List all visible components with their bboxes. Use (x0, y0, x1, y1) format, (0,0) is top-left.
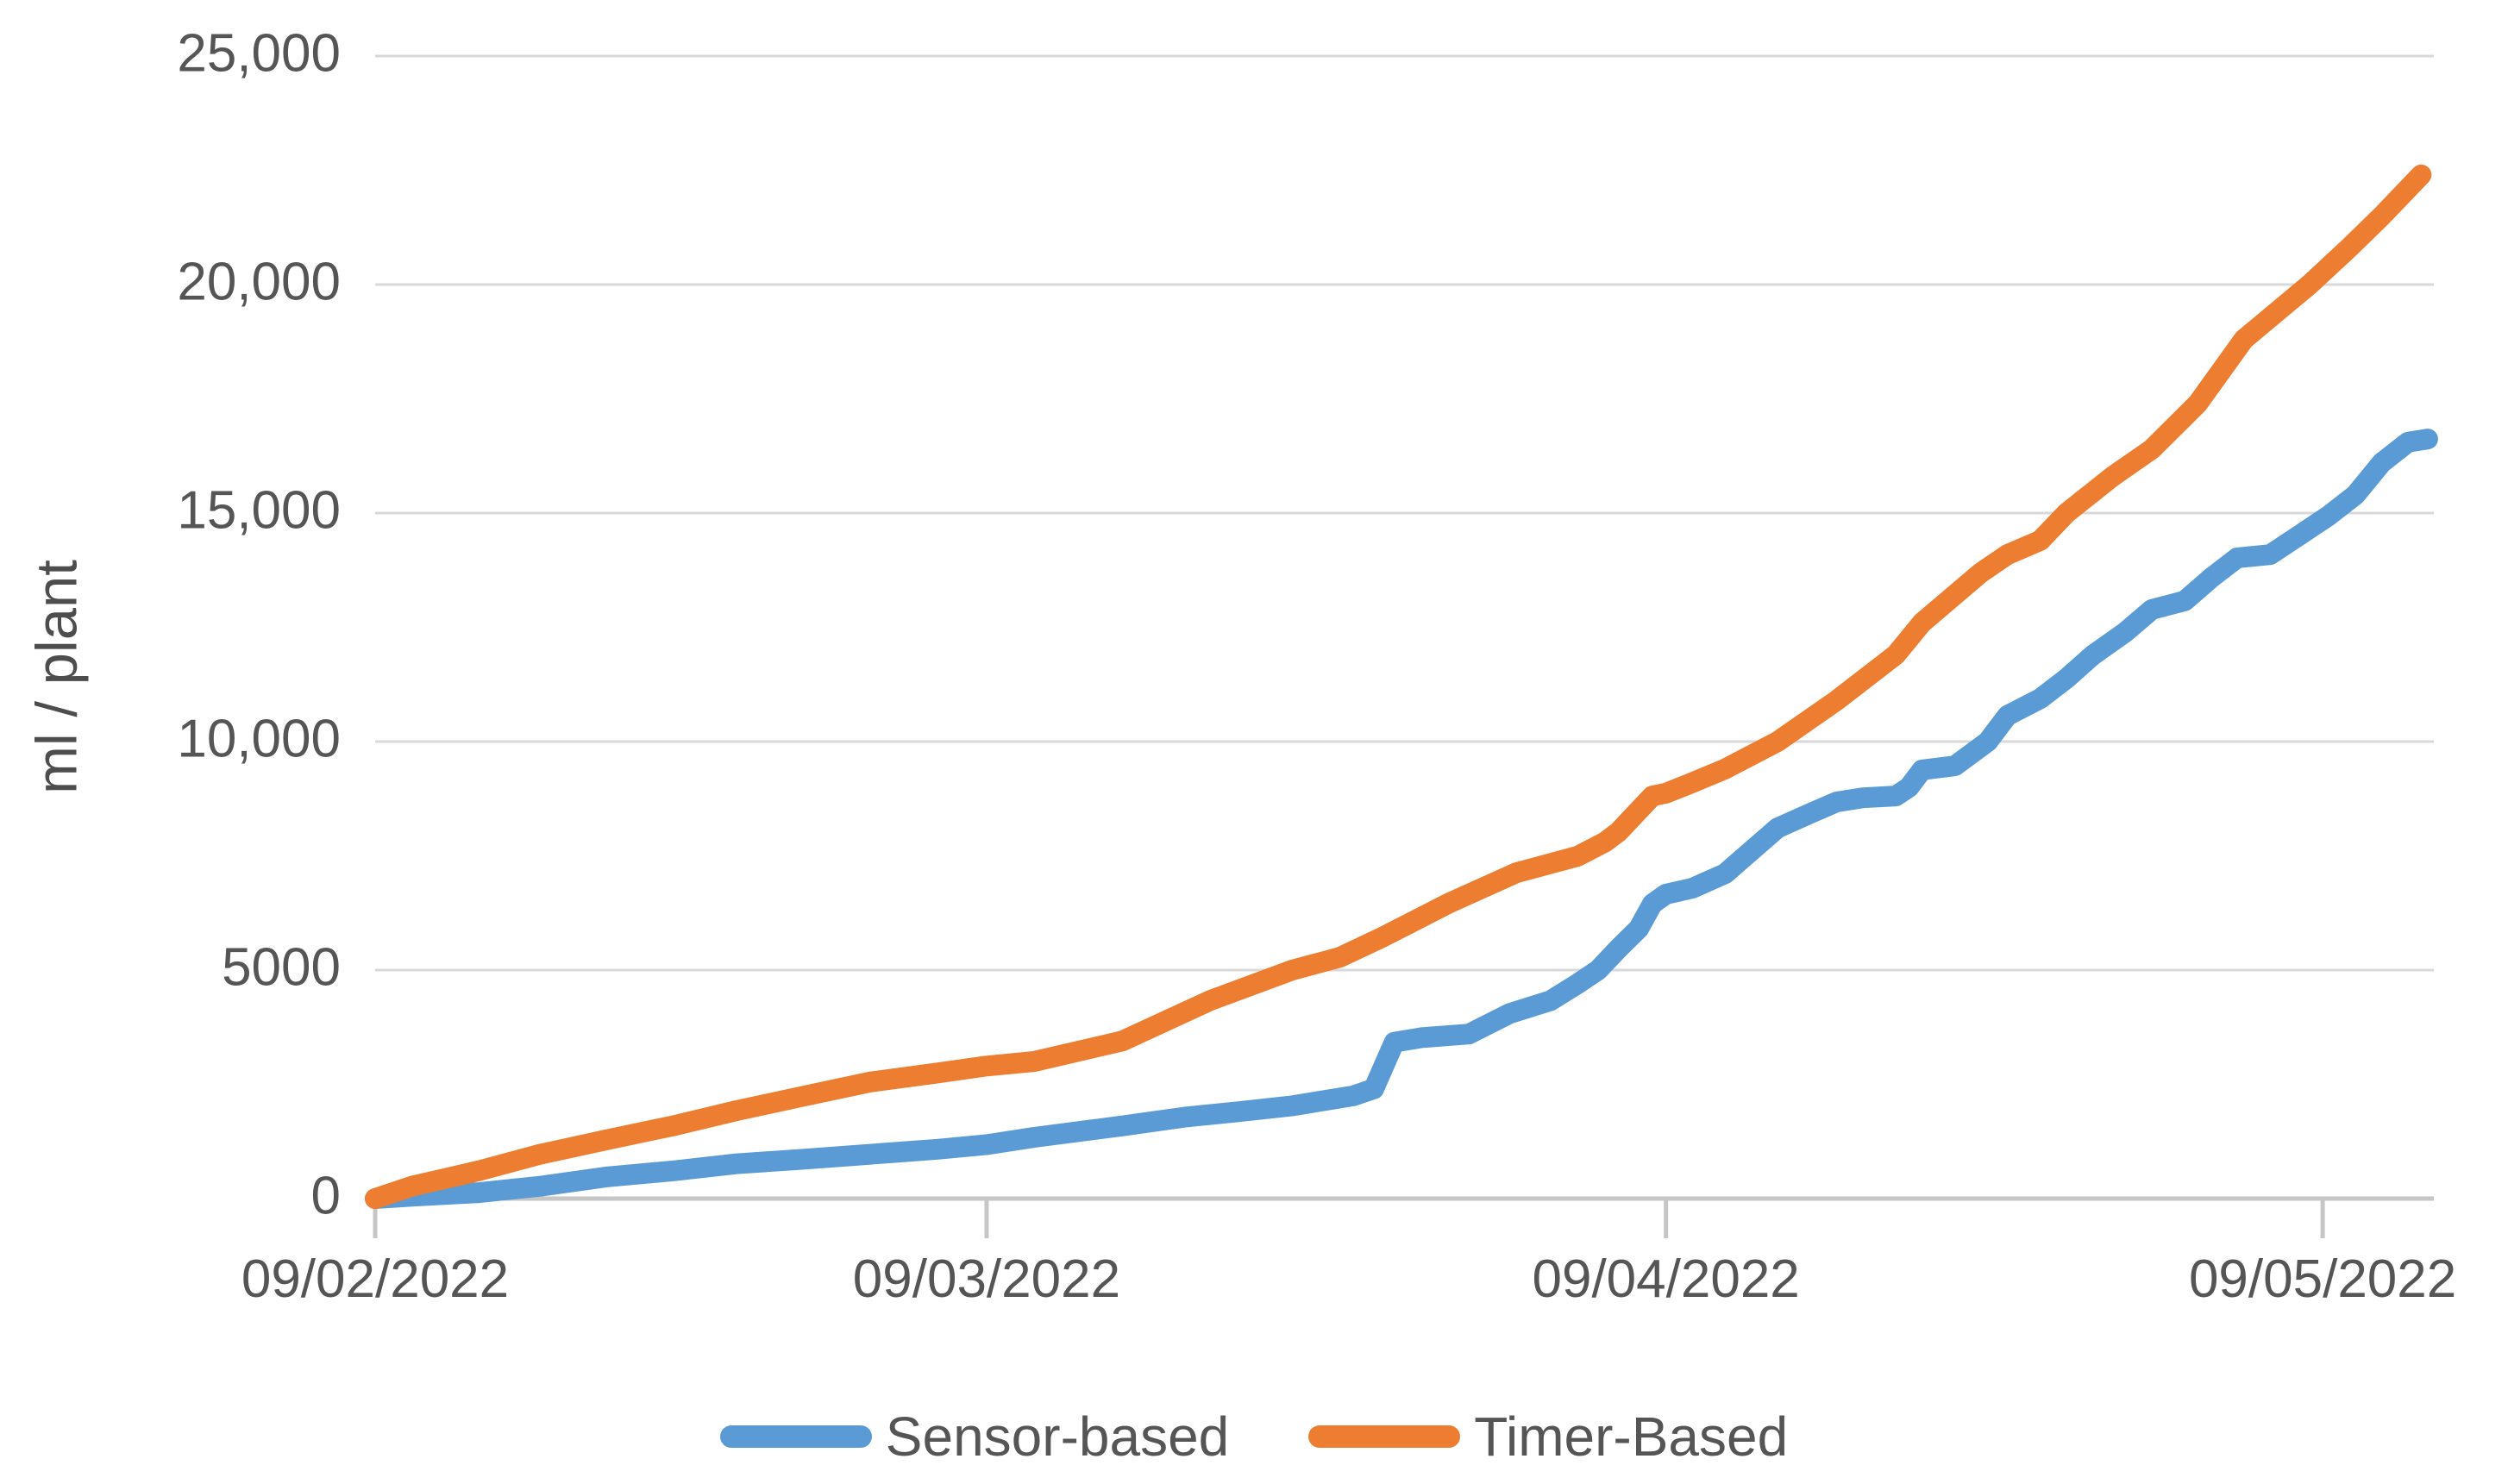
y-axis-title: ml / plant (24, 560, 90, 794)
legend-item-timer-based: Timer-Based (1308, 1405, 1788, 1468)
legend-label-sensor-based: Sensor-based (885, 1406, 1230, 1468)
y-tick-label: 20,000 (177, 252, 341, 312)
legend-label-timer-based: Timer-Based (1474, 1406, 1789, 1468)
y-tick-label: 10,000 (177, 709, 341, 769)
legend-swatch-timer-based (1308, 1425, 1461, 1448)
legend-swatch-sensor-based (719, 1425, 872, 1448)
y-tick-label: 5000 (222, 937, 341, 998)
y-tick-label: 0 (310, 1166, 341, 1226)
legend: Sensor-based Timer-Based (0, 1385, 2508, 1484)
y-tick-label: 25,000 (177, 23, 341, 84)
series-line-timer-based (365, 164, 2432, 1209)
x-tick-label: 09/05/2022 (2188, 1249, 2457, 1309)
x-tick-label: 09/02/2022 (241, 1249, 510, 1309)
y-tick-label: 15,000 (177, 480, 341, 541)
series-line-sensor-based (365, 429, 2438, 1209)
x-tick-label: 09/04/2022 (1532, 1249, 1800, 1309)
x-tick-label: 09/03/2022 (852, 1249, 1121, 1309)
legend-item-sensor-based: Sensor-based (719, 1405, 1230, 1468)
